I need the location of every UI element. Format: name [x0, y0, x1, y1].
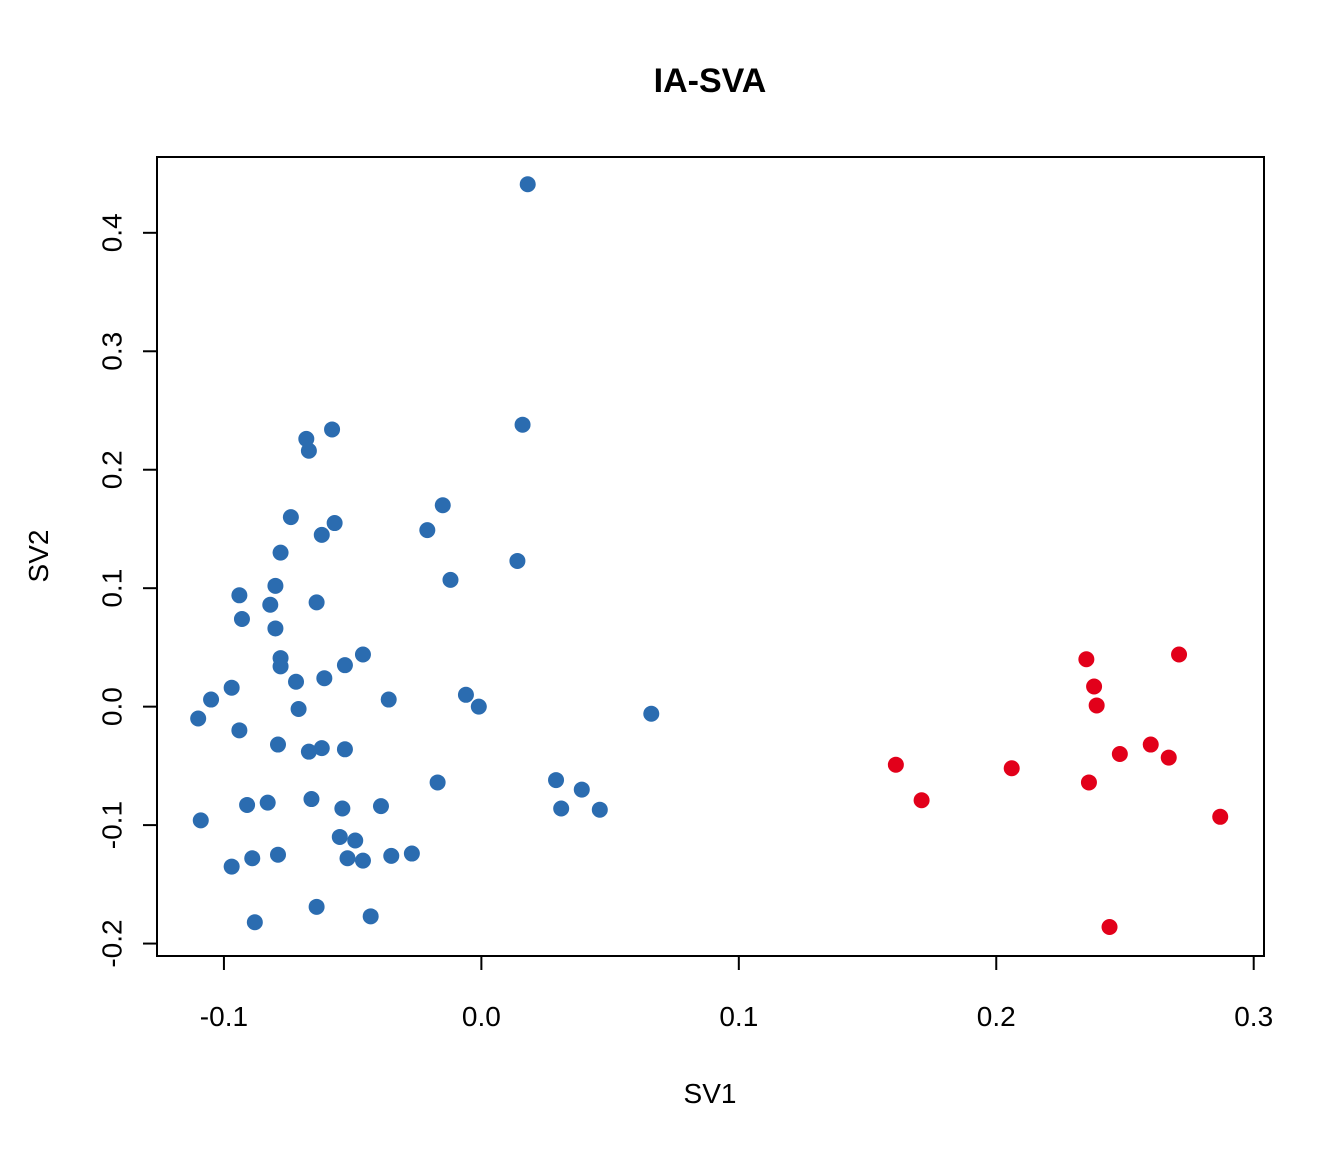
data-point	[339, 850, 356, 867]
data-point	[354, 852, 371, 869]
data-point	[233, 610, 250, 627]
x-tick-label: 0.1	[719, 1001, 758, 1032]
x-axis: -0.1 0.0 0.1 0.2 0.3	[200, 955, 1273, 1032]
data-point	[308, 594, 325, 611]
data-point	[300, 743, 317, 760]
data-point	[1101, 918, 1118, 935]
data-point	[334, 800, 351, 817]
data-point	[354, 646, 371, 663]
data-point	[192, 812, 209, 829]
data-point	[308, 898, 325, 915]
data-point	[643, 705, 660, 722]
x-axis-label: SV1	[684, 1078, 737, 1109]
data-point	[316, 670, 333, 687]
data-point	[267, 620, 284, 637]
data-point	[887, 756, 904, 773]
data-point	[429, 774, 446, 791]
data-point	[403, 845, 420, 862]
data-points	[190, 176, 1229, 935]
data-point	[324, 421, 341, 438]
y-tick-label: 0.0	[97, 687, 128, 726]
y-tick-label: 0.2	[97, 450, 128, 489]
data-point	[331, 828, 348, 845]
data-point	[313, 740, 330, 757]
data-point	[1080, 774, 1097, 791]
data-point	[1160, 749, 1177, 766]
y-tick-label: -0.1	[97, 801, 128, 849]
data-point	[336, 657, 353, 674]
data-point	[457, 686, 474, 703]
x-tick-label: 0.2	[977, 1001, 1016, 1032]
y-tick-label: 0.4	[97, 213, 128, 252]
data-point	[223, 858, 240, 875]
data-point	[442, 571, 459, 588]
x-tick-label: 0.3	[1234, 1001, 1273, 1032]
y-tick-label: 0.3	[97, 332, 128, 371]
data-point	[1003, 760, 1020, 777]
data-point	[303, 791, 320, 808]
data-point	[313, 526, 330, 543]
data-point	[231, 722, 248, 739]
data-point	[267, 577, 284, 594]
data-point	[434, 497, 451, 514]
y-tick-label: 0.1	[97, 569, 128, 608]
data-point	[1078, 651, 1095, 668]
data-point	[190, 710, 207, 727]
data-point	[383, 847, 400, 864]
data-point	[514, 416, 531, 433]
y-axis-label: SV2	[23, 530, 54, 583]
data-point	[231, 587, 248, 604]
x-tick-label: -0.1	[200, 1001, 248, 1032]
data-point	[223, 679, 240, 696]
data-point	[272, 544, 289, 561]
data-point	[573, 781, 590, 798]
x-tick-label: 0.0	[462, 1001, 501, 1032]
data-point	[239, 796, 256, 813]
data-point	[282, 509, 299, 526]
chart-title: IA-SVA	[654, 62, 767, 100]
data-point	[419, 522, 436, 539]
data-point	[1088, 697, 1105, 714]
data-point	[913, 792, 930, 809]
data-point	[470, 698, 487, 715]
data-point	[1111, 746, 1128, 763]
data-point	[300, 442, 317, 459]
data-point	[519, 176, 536, 193]
data-point	[509, 552, 526, 569]
data-point	[269, 846, 286, 863]
data-point	[1212, 808, 1229, 825]
data-point	[244, 850, 261, 867]
y-axis: -0.2 -0.1 0.0 0.1 0.2 0.3 0.4	[97, 213, 158, 968]
data-point	[347, 832, 364, 849]
data-point	[1171, 646, 1188, 663]
data-point	[548, 772, 565, 789]
data-point	[269, 736, 286, 753]
data-point	[246, 914, 263, 931]
data-point	[262, 596, 279, 613]
y-tick-label: -0.2	[97, 919, 128, 967]
data-point	[259, 794, 276, 811]
data-point	[591, 801, 608, 818]
plot-frame	[156, 156, 1265, 957]
data-point	[553, 800, 570, 817]
data-point	[290, 701, 307, 718]
data-point	[380, 691, 397, 708]
data-point	[1142, 736, 1159, 753]
data-point	[326, 515, 343, 532]
data-point	[272, 658, 289, 675]
data-point	[288, 673, 305, 690]
data-point	[203, 691, 220, 708]
data-point	[362, 908, 379, 925]
data-point	[336, 741, 353, 758]
data-point	[1086, 678, 1103, 695]
data-point	[372, 798, 389, 815]
